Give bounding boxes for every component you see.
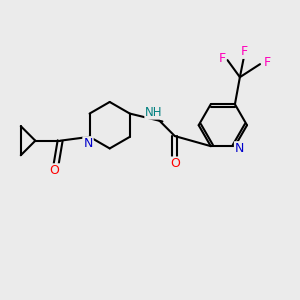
Text: N: N (83, 137, 93, 150)
Text: F: F (218, 52, 226, 65)
Text: F: F (263, 56, 270, 69)
Text: O: O (170, 158, 180, 170)
Text: F: F (240, 45, 247, 58)
Text: N: N (235, 142, 244, 155)
Text: NH: NH (145, 106, 163, 119)
Text: O: O (50, 164, 59, 177)
